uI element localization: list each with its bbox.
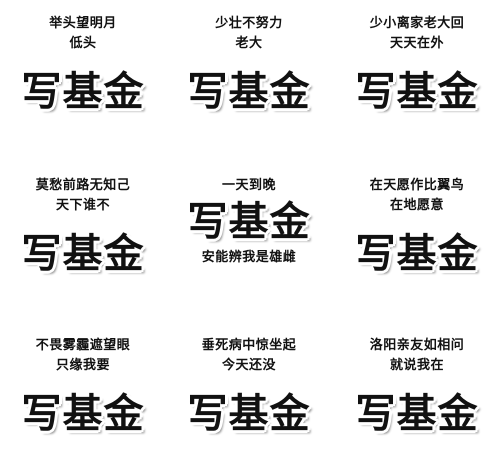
punchline-text: 写基金 (187, 199, 311, 245)
punchline-text: 写基金 (355, 391, 479, 437)
punchline-text: 写基金 (355, 69, 479, 115)
poem-line: 低头 (69, 36, 97, 51)
meme-cell: 不畏雾霾遮望眼 只缘我要 写基金 (0, 336, 166, 438)
punchline-text: 写基金 (21, 391, 145, 437)
poem-line: 一天到晚 (221, 178, 276, 193)
poem-line: 少小离家老大回 (369, 16, 465, 31)
poem-line: 就说我在 (389, 358, 444, 373)
meme-cell: 在天愿作比翼鸟 在地愿意 写基金 (334, 176, 500, 278)
poem-line: 少壮不努力 (215, 16, 283, 31)
punchline-text: 写基金 (187, 391, 311, 437)
poem-line: 老大 (235, 36, 263, 51)
poem-line-after: 安能辨我是雄雌 (201, 250, 297, 265)
meme-cell: 洛阳亲友如相问 就说我在 写基金 (334, 336, 500, 438)
punchline-text: 写基金 (187, 69, 311, 115)
meme-cell: 一天到晚 写基金 安能辨我是雄雌 (166, 176, 332, 268)
poem-line: 在地愿意 (389, 198, 444, 213)
meme-cell: 垂死病中惊坐起 今天还没 写基金 (166, 336, 332, 438)
poem-line: 洛阳亲友如相问 (369, 338, 465, 353)
meme-cell: 举头望明月 低头 写基金 (0, 14, 166, 116)
poem-line: 莫愁前路无知己 (35, 178, 131, 193)
punchline-text: 写基金 (21, 69, 145, 115)
poem-line: 不畏雾霾遮望眼 (35, 338, 131, 353)
poem-line: 在天愿作比翼鸟 (369, 178, 465, 193)
poem-line: 垂死病中惊坐起 (201, 338, 297, 353)
poem-line: 天天在外 (389, 36, 444, 51)
meme-cell: 少小离家老大回 天天在外 写基金 (334, 14, 500, 116)
poem-line: 今天还没 (221, 358, 276, 373)
meme-cell: 少壮不努力 老大 写基金 (166, 14, 332, 116)
poem-line: 天下谁不 (55, 198, 110, 213)
punchline-text: 写基金 (355, 231, 479, 277)
poem-line: 只缘我要 (55, 358, 110, 373)
meme-cell: 莫愁前路无知己 天下谁不 写基金 (0, 176, 166, 278)
poem-line: 举头望明月 (49, 16, 117, 31)
punchline-text: 写基金 (21, 231, 145, 277)
